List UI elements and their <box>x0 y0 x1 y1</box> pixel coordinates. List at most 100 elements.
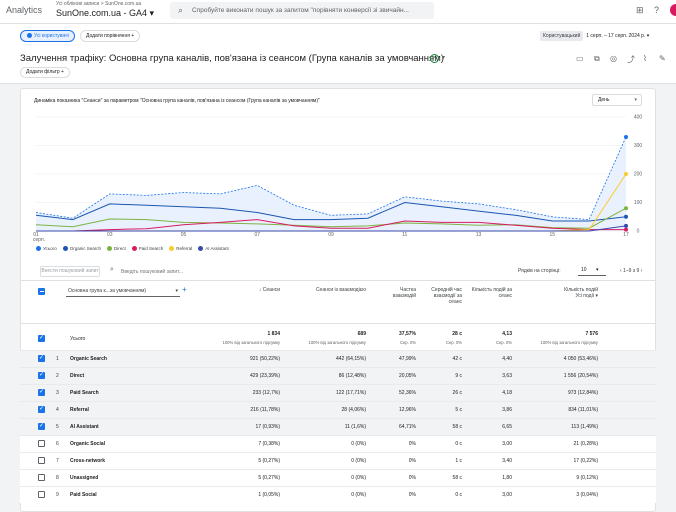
table-row[interactable] <box>20 486 656 503</box>
row-value: 5 с <box>455 407 462 413</box>
dimension-select[interactable]: Основна група к...за умовчанням) ▾ <box>66 287 180 297</box>
legend-item[interactable]: Organic Search <box>62 246 101 251</box>
row-checkbox[interactable] <box>38 405 45 413</box>
legend-label: Усього <box>43 246 57 251</box>
segment-dot-icon <box>27 33 32 38</box>
row-checkbox[interactable] <box>38 474 45 481</box>
row-value: 973 (12,84%) <box>567 390 598 396</box>
row-channel-label[interactable]: Referral <box>70 407 89 413</box>
table-row[interactable] <box>20 418 656 435</box>
row-channel-label[interactable]: Unassigned <box>70 475 99 481</box>
chevron-down-icon: ▾ <box>175 288 178 294</box>
row-number: 1 <box>56 356 59 362</box>
table-row[interactable] <box>20 367 656 384</box>
legend-item[interactable]: Direct <box>106 246 126 251</box>
legend-item[interactable]: Усього <box>36 246 57 251</box>
row-checkbox[interactable] <box>38 440 45 447</box>
global-search[interactable]: ⌕ Спробуйте виконати пошук за запитом "п… <box>170 2 434 19</box>
prev-page-icon[interactable]: ‹ <box>620 268 622 274</box>
row-checkbox[interactable] <box>38 457 45 464</box>
row-number: 6 <box>56 441 59 447</box>
pagination-label[interactable]: ‹ 1–9 з 9 › <box>620 268 643 274</box>
row-value: 52,36% <box>399 390 416 396</box>
table-row[interactable] <box>20 401 656 418</box>
totals-checkbox[interactable] <box>38 334 45 342</box>
column-header[interactable]: Кількість подій Усі події ▾ <box>518 287 598 299</box>
row-value: 429 (23,39%) <box>249 373 280 379</box>
avatar[interactable] <box>670 4 676 16</box>
row-checkbox[interactable] <box>38 388 45 396</box>
column-header[interactable]: Кількість подій за сеанс <box>470 287 512 299</box>
row-channel-label[interactable]: Paid Social <box>70 492 97 498</box>
table-row[interactable] <box>20 350 656 367</box>
legend-item[interactable]: Referral <box>169 246 192 251</box>
row-checkbox[interactable] <box>38 371 45 379</box>
segment-chip[interactable]: Усі користувачі <box>20 30 75 42</box>
row-checkbox[interactable] <box>38 422 45 430</box>
apps-grid-icon[interactable]: ⊞ <box>636 5 644 15</box>
column-header-event-select[interactable]: Усі події ▾ <box>575 293 598 299</box>
column-header-label: Кількість подій <box>564 287 598 293</box>
select-all-checkbox[interactable] <box>38 288 45 295</box>
date-picker[interactable]: Користувацький 1 серп. – 17 серп. 2024 р.… <box>540 30 649 42</box>
title-menu-chevron-icon[interactable]: ▾ <box>442 55 446 61</box>
row-checkbox[interactable] <box>38 354 45 362</box>
share-icon[interactable]: ⤴ <box>627 55 635 64</box>
totals-value: 37,57% <box>399 331 416 337</box>
table-row[interactable] <box>20 384 656 401</box>
table-filter-button[interactable]: Внести пошуковий запит <box>40 266 100 277</box>
row-value: 1,80 <box>502 475 512 481</box>
table-row[interactable] <box>20 435 656 452</box>
property-selector[interactable]: SunOne.com.ua - GA4 ▾ <box>56 8 155 18</box>
totals-subtext: Сер. 0% <box>399 340 416 345</box>
row-value: 4,40 <box>502 356 512 362</box>
row-value: 216 (11,78%) <box>250 407 280 413</box>
trend-icon[interactable]: ⌇ <box>643 54 647 63</box>
row-channel-label[interactable]: Paid Search <box>70 390 99 396</box>
column-header[interactable]: Середній час взаємодії за сеанс <box>426 287 462 305</box>
legend-label: AI Assistant <box>205 246 229 251</box>
table-row[interactable] <box>20 452 656 469</box>
account-breadcrumb[interactable]: Усі облікові записи > SunOne.com.ua <box>56 1 142 7</box>
totals-subtext: 100% від загального підсумку <box>222 340 280 345</box>
chevron-down-icon: ▾ <box>595 267 599 273</box>
column-header[interactable]: Сеанси із взаємодією <box>282 287 366 293</box>
insights-icon[interactable]: ◎ <box>610 54 617 63</box>
row-value: 4 050 (53,46%) <box>563 356 598 362</box>
row-number: 2 <box>56 373 59 379</box>
row-channel-label[interactable]: Organic Social <box>70 441 106 447</box>
row-value: 1 с <box>455 458 462 464</box>
interval-select[interactable]: День ▾ <box>592 94 642 106</box>
legend-swatch <box>131 246 137 251</box>
row-checkbox[interactable] <box>38 491 45 498</box>
row-number: 3 <box>56 390 59 396</box>
search-icon: ⌕ <box>178 5 184 15</box>
row-channel-label[interactable]: AI Assistant <box>70 424 99 430</box>
column-header[interactable]: ↓ Сеанси <box>200 287 280 293</box>
customize-report-icon[interactable]: ▭ <box>576 54 584 63</box>
add-filter-button[interactable]: Додати фільтр + <box>20 67 70 78</box>
row-value: 9 (0,12%) <box>576 475 598 481</box>
row-value: 17 (0,93%) <box>255 424 280 430</box>
rows-per-page-select[interactable]: 10 ▾ <box>578 266 606 276</box>
add-dimension-button[interactable]: + <box>182 285 187 294</box>
column-header[interactable]: Частка взаємодій <box>376 287 416 299</box>
help-icon[interactable]: ? <box>654 5 660 15</box>
row-value: 12,96% <box>399 407 416 413</box>
table-row[interactable] <box>20 469 656 486</box>
legend-item[interactable]: AI Assistant <box>198 246 229 251</box>
legend-item[interactable]: Paid Search <box>131 246 163 251</box>
row-value: 3,00 <box>502 492 512 498</box>
next-page-icon[interactable]: › <box>640 268 643 274</box>
compare-icon[interactable]: ⧉ <box>594 54 600 63</box>
legend-swatch <box>198 246 204 251</box>
row-value: 5 (0,27%) <box>258 475 280 481</box>
row-channel-label[interactable]: Organic Search <box>70 356 107 362</box>
app-name[interactable]: Analytics <box>6 5 43 15</box>
edit-pencil-icon[interactable]: ✎ <box>659 54 666 63</box>
row-value: 3 (0,04%) <box>576 492 598 498</box>
row-channel-label[interactable]: Cross-network <box>70 458 106 464</box>
add-comparison-button[interactable]: Додати порівняння + <box>80 30 141 42</box>
table-search-input[interactable] <box>121 267 271 276</box>
row-channel-label[interactable]: Direct <box>70 373 85 379</box>
